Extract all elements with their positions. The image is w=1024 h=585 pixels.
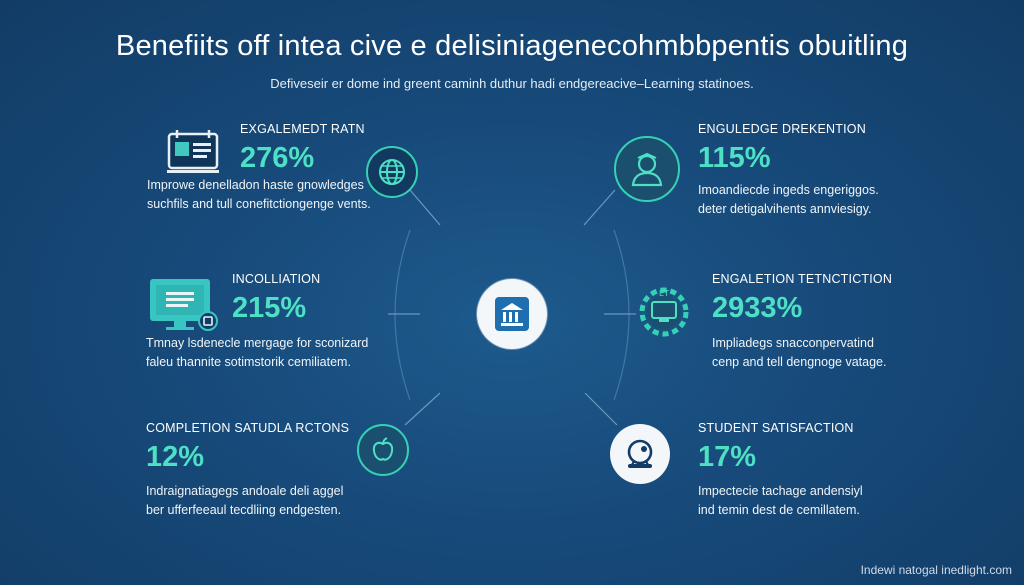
infographic-title: Benefiits off intea cive e delisiniagene… [0,30,1024,63]
metric-value: 215% [232,292,320,325]
metric-value: 276% [240,142,365,175]
metric-desc-line2: deter detigalvihents annviesigy. [698,200,879,219]
metric-label: INCOLLIATION [232,272,320,286]
svg-text:ET: ET [659,289,669,298]
globe-badge [366,146,418,198]
metric-value: 115% [698,142,866,175]
metric-desc-line1: Impectecie tachage andensiyl [698,482,863,501]
metric-desc-line1: Tmnay lsdenecle mergage for sconizard [146,334,368,353]
student-icon [627,149,667,189]
metric-bottom-left-desc: Indraignatiagegs andoale deli aggel ber … [146,482,343,520]
metric-top-right-desc: Imoandiecde ingeds engeriggos. deter det… [698,181,879,219]
metric-desc-line1: Impliadegs snacconpervatind [712,334,886,353]
metric-desc-line2: ber ufferfeeaul tecdliing endgesten. [146,501,343,520]
metric-label: ENGALETION TETNCTICTION [712,272,892,286]
headset-icon [620,434,660,474]
monitor-icon [146,276,220,339]
metric-desc-line2: faleu thannite sotimstorik cemiliatem. [146,353,368,372]
metric-desc-line1: Indraignatiagegs andoale deli aggel [146,482,343,501]
apple-badge [357,424,409,476]
metric-mid-left: INCOLLIATION 215% [232,272,320,325]
metric-desc-line1: Improwe denelladon haste gnowledges [147,176,371,195]
metric-top-left: EXGALEMEDT RATN 276% [240,122,365,175]
metric-label: COMPLETION SATUDLA RCTONS [146,421,349,435]
connector-top-left [410,190,440,225]
apple-icon [368,435,398,465]
infographic-subtitle: Defiveseir er dome ind greent caminh dut… [0,76,1024,91]
connector-bottom-left [405,393,440,425]
metric-mid-right-desc: Impliadegs snacconpervatind cenp and tel… [712,334,886,372]
gear-monitor-icon: ET [632,282,696,342]
metric-bottom-left: COMPLETION SATUDLA RCTONS 12% [146,421,349,474]
metric-label: EXGALEMEDT RATN [240,122,365,136]
metric-value: 2933% [712,292,892,325]
metric-desc-line2: ind temin dest de cemillatem. [698,501,863,520]
headset-badge [610,424,670,484]
metric-value: 17% [698,441,854,474]
connector-top-right [584,190,615,225]
metric-bottom-right-desc: Impectecie tachage andensiyl ind temin d… [698,482,863,520]
footer-credit: Indewi natogal inedlight.com [861,563,1012,577]
metric-desc-line1: Imoandiecde ingeds engeriggos. [698,181,879,200]
metric-top-left-desc: Improwe denelladon haste gnowledges such… [147,176,371,214]
calendar-monitor-icon [163,128,223,181]
metric-label: ENGULEDGE DREKENTION [698,122,866,136]
globe-icon [377,157,407,187]
center-hub [477,279,547,349]
metric-label: STUDENT SATISFACTION [698,421,854,435]
gear-monitor-badge: ET [632,282,696,347]
metric-top-right: ENGULEDGE DREKENTION 115% [698,122,866,175]
arc-left [395,230,410,400]
metric-value: 12% [146,441,349,474]
arc-right [614,230,629,400]
metric-bottom-right: STUDENT SATISFACTION 17% [698,421,854,474]
student-badge [614,136,680,202]
metric-desc-line2: suchfils and tull conefitctiongenge vent… [147,195,371,214]
metric-desc-line2: cenp and tell dengnoge vatage. [712,353,886,372]
metric-mid-right: ENGALETION TETNCTICTION 2933% [712,272,892,325]
connector-bottom-right [585,393,617,425]
metric-mid-left-desc: Tmnay lsdenecle mergage for sconizard fa… [146,334,368,372]
institution-icon [490,292,534,336]
